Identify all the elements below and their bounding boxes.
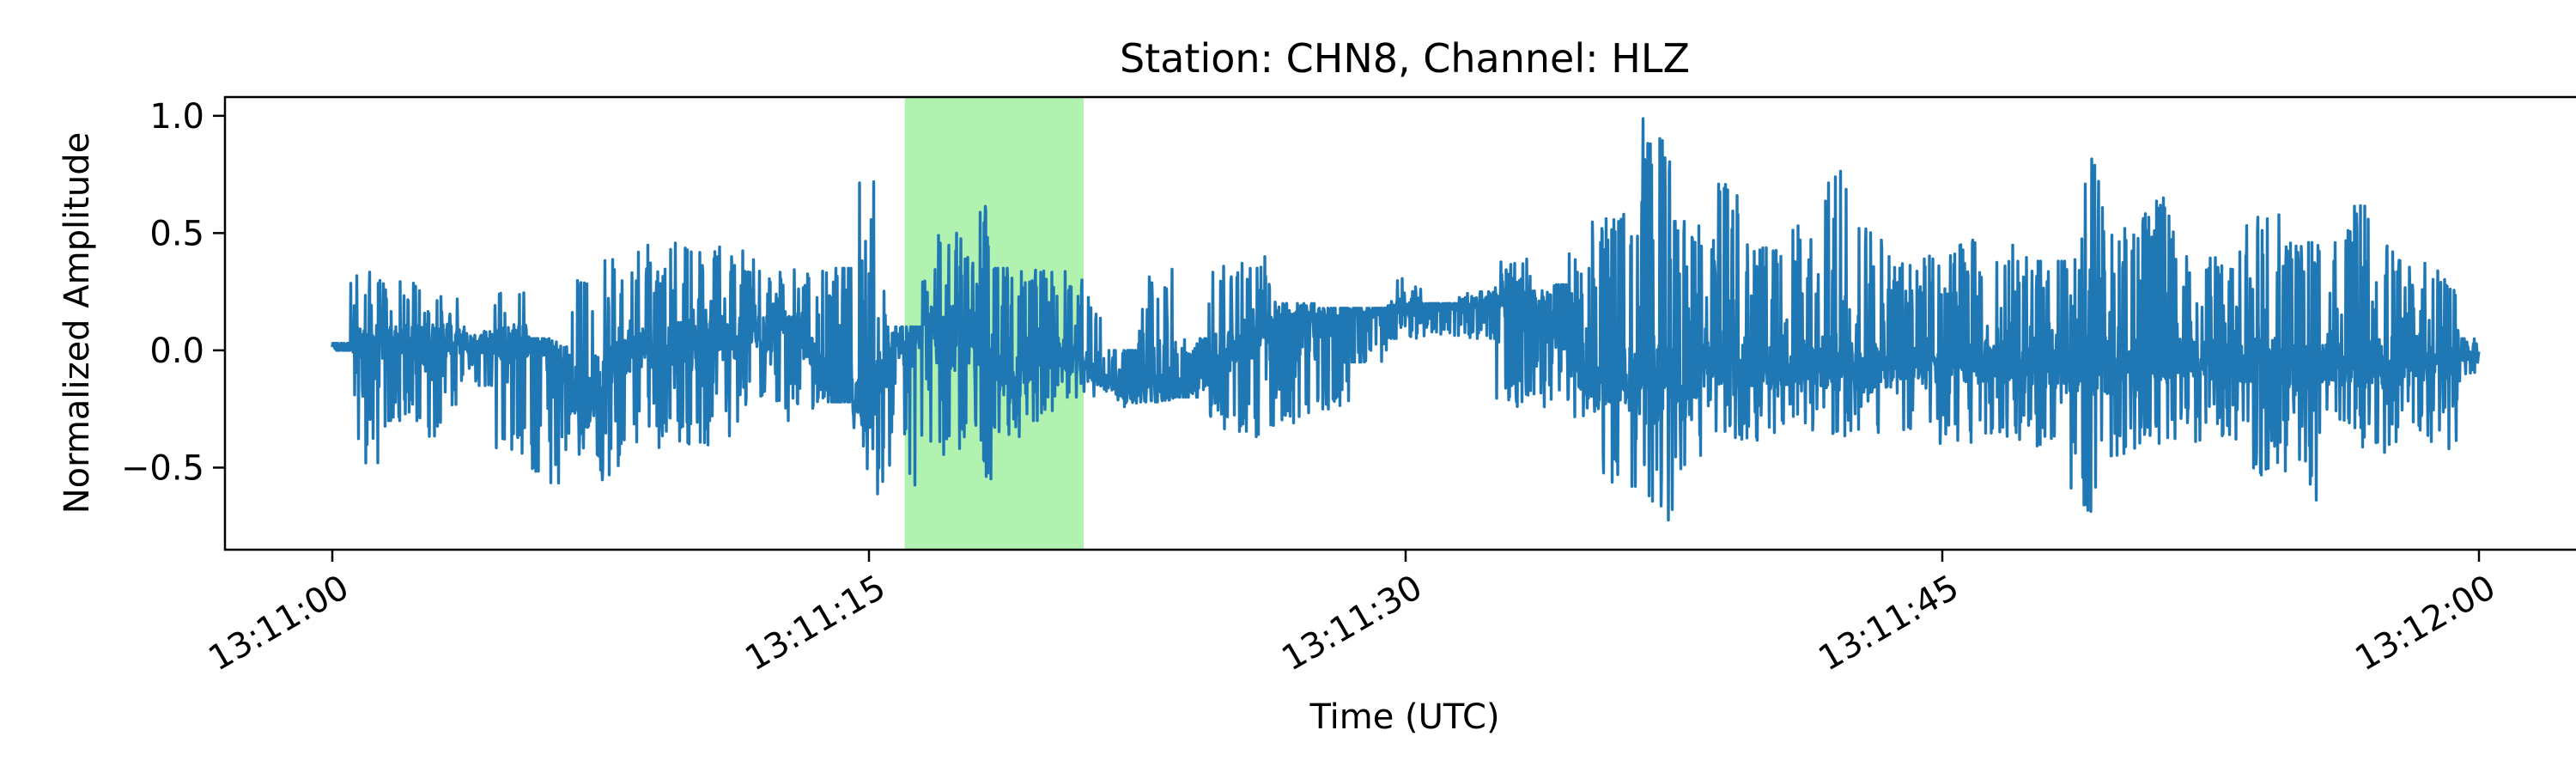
y-tick-label: 0.5 (149, 214, 204, 253)
y-axis: 1.0 0.5 0.0 −0.5 (121, 97, 225, 488)
series-layer (331, 117, 2481, 522)
chart-title: Station: CHN8, Channel: HLZ (1120, 35, 1690, 82)
y-tick-label: 0.0 (149, 332, 204, 371)
plot-area (223, 95, 2576, 551)
y-axis-label: Normalized Amplitude (58, 132, 97, 514)
x-axis-label: Time (UTC) (1309, 697, 1499, 737)
series-line (331, 117, 2481, 522)
y-tick-label: −0.5 (121, 448, 204, 488)
y-tick-label: 1.0 (149, 97, 204, 137)
